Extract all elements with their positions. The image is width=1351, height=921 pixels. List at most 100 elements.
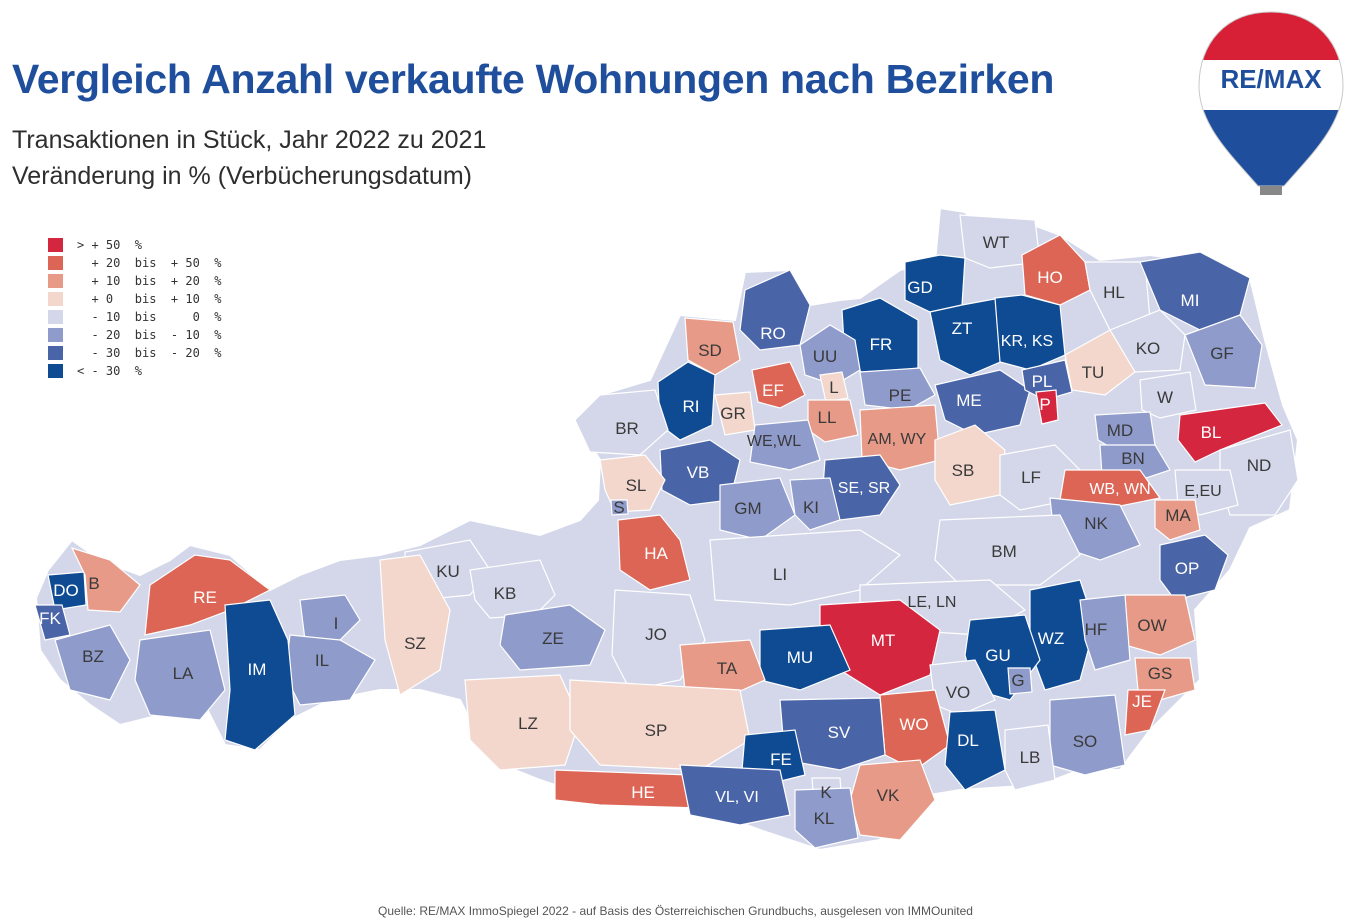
legend-label: + 0 bis + 10 % (77, 292, 222, 306)
district-label: ME (956, 391, 982, 410)
legend-swatch (48, 238, 63, 252)
legend-item: > + 50 % (48, 236, 222, 254)
district-label: KB (494, 584, 517, 603)
legend-swatch (48, 256, 63, 270)
district-label: IL (315, 651, 329, 670)
district-region (1004, 724, 1056, 791)
legend-swatch (48, 328, 63, 342)
district-label: ZE (542, 629, 564, 648)
district-label: LB (1020, 748, 1041, 767)
district-label: FK (39, 609, 61, 628)
district-region (499, 604, 606, 671)
district-region (1184, 314, 1263, 389)
legend-item: + 0 bis + 10 % (48, 290, 222, 308)
legend-swatch (48, 274, 63, 288)
district-label: HE (631, 783, 655, 802)
district-label: WO (899, 715, 928, 734)
district-region (751, 361, 806, 409)
district-label: FE (770, 750, 792, 769)
district-region (789, 477, 841, 531)
district-label: B (88, 574, 99, 593)
district-label: AM, WY (868, 431, 927, 448)
district-region (934, 369, 1031, 436)
district-label: HF (1085, 620, 1108, 639)
legend-item: + 10 bis + 20 % (48, 272, 222, 290)
district-label: SV (828, 723, 851, 742)
legend-label: < - 30 % (77, 364, 143, 378)
page-title: Vergleich Anzahl verkaufte Wohnungen nac… (12, 56, 1055, 102)
district-label: WT (983, 233, 1009, 252)
legend-item: - 10 bis 0 % (48, 308, 222, 326)
district-label: UU (813, 347, 838, 366)
district-region (1007, 667, 1033, 695)
district-label: EF (762, 381, 784, 400)
district-label: SO (1073, 732, 1098, 751)
district-label: RI (683, 397, 700, 416)
district-label: LA (173, 664, 194, 683)
district-label: BM (991, 542, 1017, 561)
district-label: MD (1107, 421, 1133, 440)
district-label: E,EU (1184, 483, 1221, 500)
district-region (959, 214, 1041, 269)
district-label: W (1157, 388, 1173, 407)
district-label: ZT (952, 319, 973, 338)
district-region (794, 787, 859, 849)
district-label: GD (907, 278, 933, 297)
district-region (1079, 594, 1131, 671)
district-label: GU (985, 646, 1011, 665)
district-label: NK (1084, 514, 1108, 533)
district-label: RO (760, 324, 786, 343)
district-label: LE, LN (908, 594, 957, 611)
district-label: KU (436, 562, 460, 581)
district-label: OP (1175, 559, 1200, 578)
district-label: LI (773, 565, 787, 584)
district-label: KR, KS (1001, 333, 1053, 350)
district-label: BL (1201, 423, 1222, 442)
district-region (1159, 534, 1229, 601)
district-label: KL (814, 809, 835, 828)
district-label: FR (870, 335, 893, 354)
district-region (934, 514, 1081, 586)
district-label: PE (889, 386, 912, 405)
district-label: BN (1121, 449, 1145, 468)
district-label: SB (952, 461, 975, 480)
district-label: RE (193, 588, 217, 607)
subtitle-units: Transaktionen in Stück, Jahr 2022 zu 202… (12, 126, 487, 154)
district-label: MI (1181, 291, 1200, 310)
district-label: GM (734, 499, 761, 518)
district-region (144, 554, 272, 636)
legend-label: > + 50 % (77, 238, 143, 252)
district-label: HO (1037, 268, 1063, 287)
legend-item: + 20 bis + 50 % (48, 254, 222, 272)
district-label: TA (717, 659, 738, 678)
district-label: SZ (404, 634, 426, 653)
logo-text: RE/MAX (1220, 64, 1322, 94)
district-label: HL (1103, 283, 1125, 302)
district-region (134, 629, 226, 721)
district-region (1059, 469, 1162, 509)
legend-label: - 20 bis - 10 % (77, 328, 222, 342)
district-region (299, 594, 361, 641)
district-label: S (613, 498, 624, 517)
district-label: DL (957, 731, 979, 750)
district-label: MA (1165, 506, 1191, 525)
legend-label: + 10 bis + 20 % (77, 274, 222, 288)
legend-label: - 30 bis - 20 % (77, 346, 222, 360)
legend-item: - 20 bis - 10 % (48, 326, 222, 344)
district-region (1035, 389, 1059, 425)
district-label: WB, WN (1089, 481, 1150, 498)
district-label: WE,WL (747, 433, 801, 450)
legend-label: - 10 bis 0 % (77, 310, 222, 324)
legend-item: < - 30 % (48, 362, 222, 380)
district-label: SE, SR (838, 480, 890, 497)
district-label: K (820, 783, 832, 802)
district-label: WZ (1038, 629, 1064, 648)
district-region (1139, 371, 1197, 419)
district-label: LF (1021, 468, 1041, 487)
district-label: VL, VI (715, 789, 759, 806)
district-label: IM (248, 660, 267, 679)
district-region (610, 499, 629, 516)
district-label: SL (626, 476, 647, 495)
district-region (1021, 359, 1073, 401)
